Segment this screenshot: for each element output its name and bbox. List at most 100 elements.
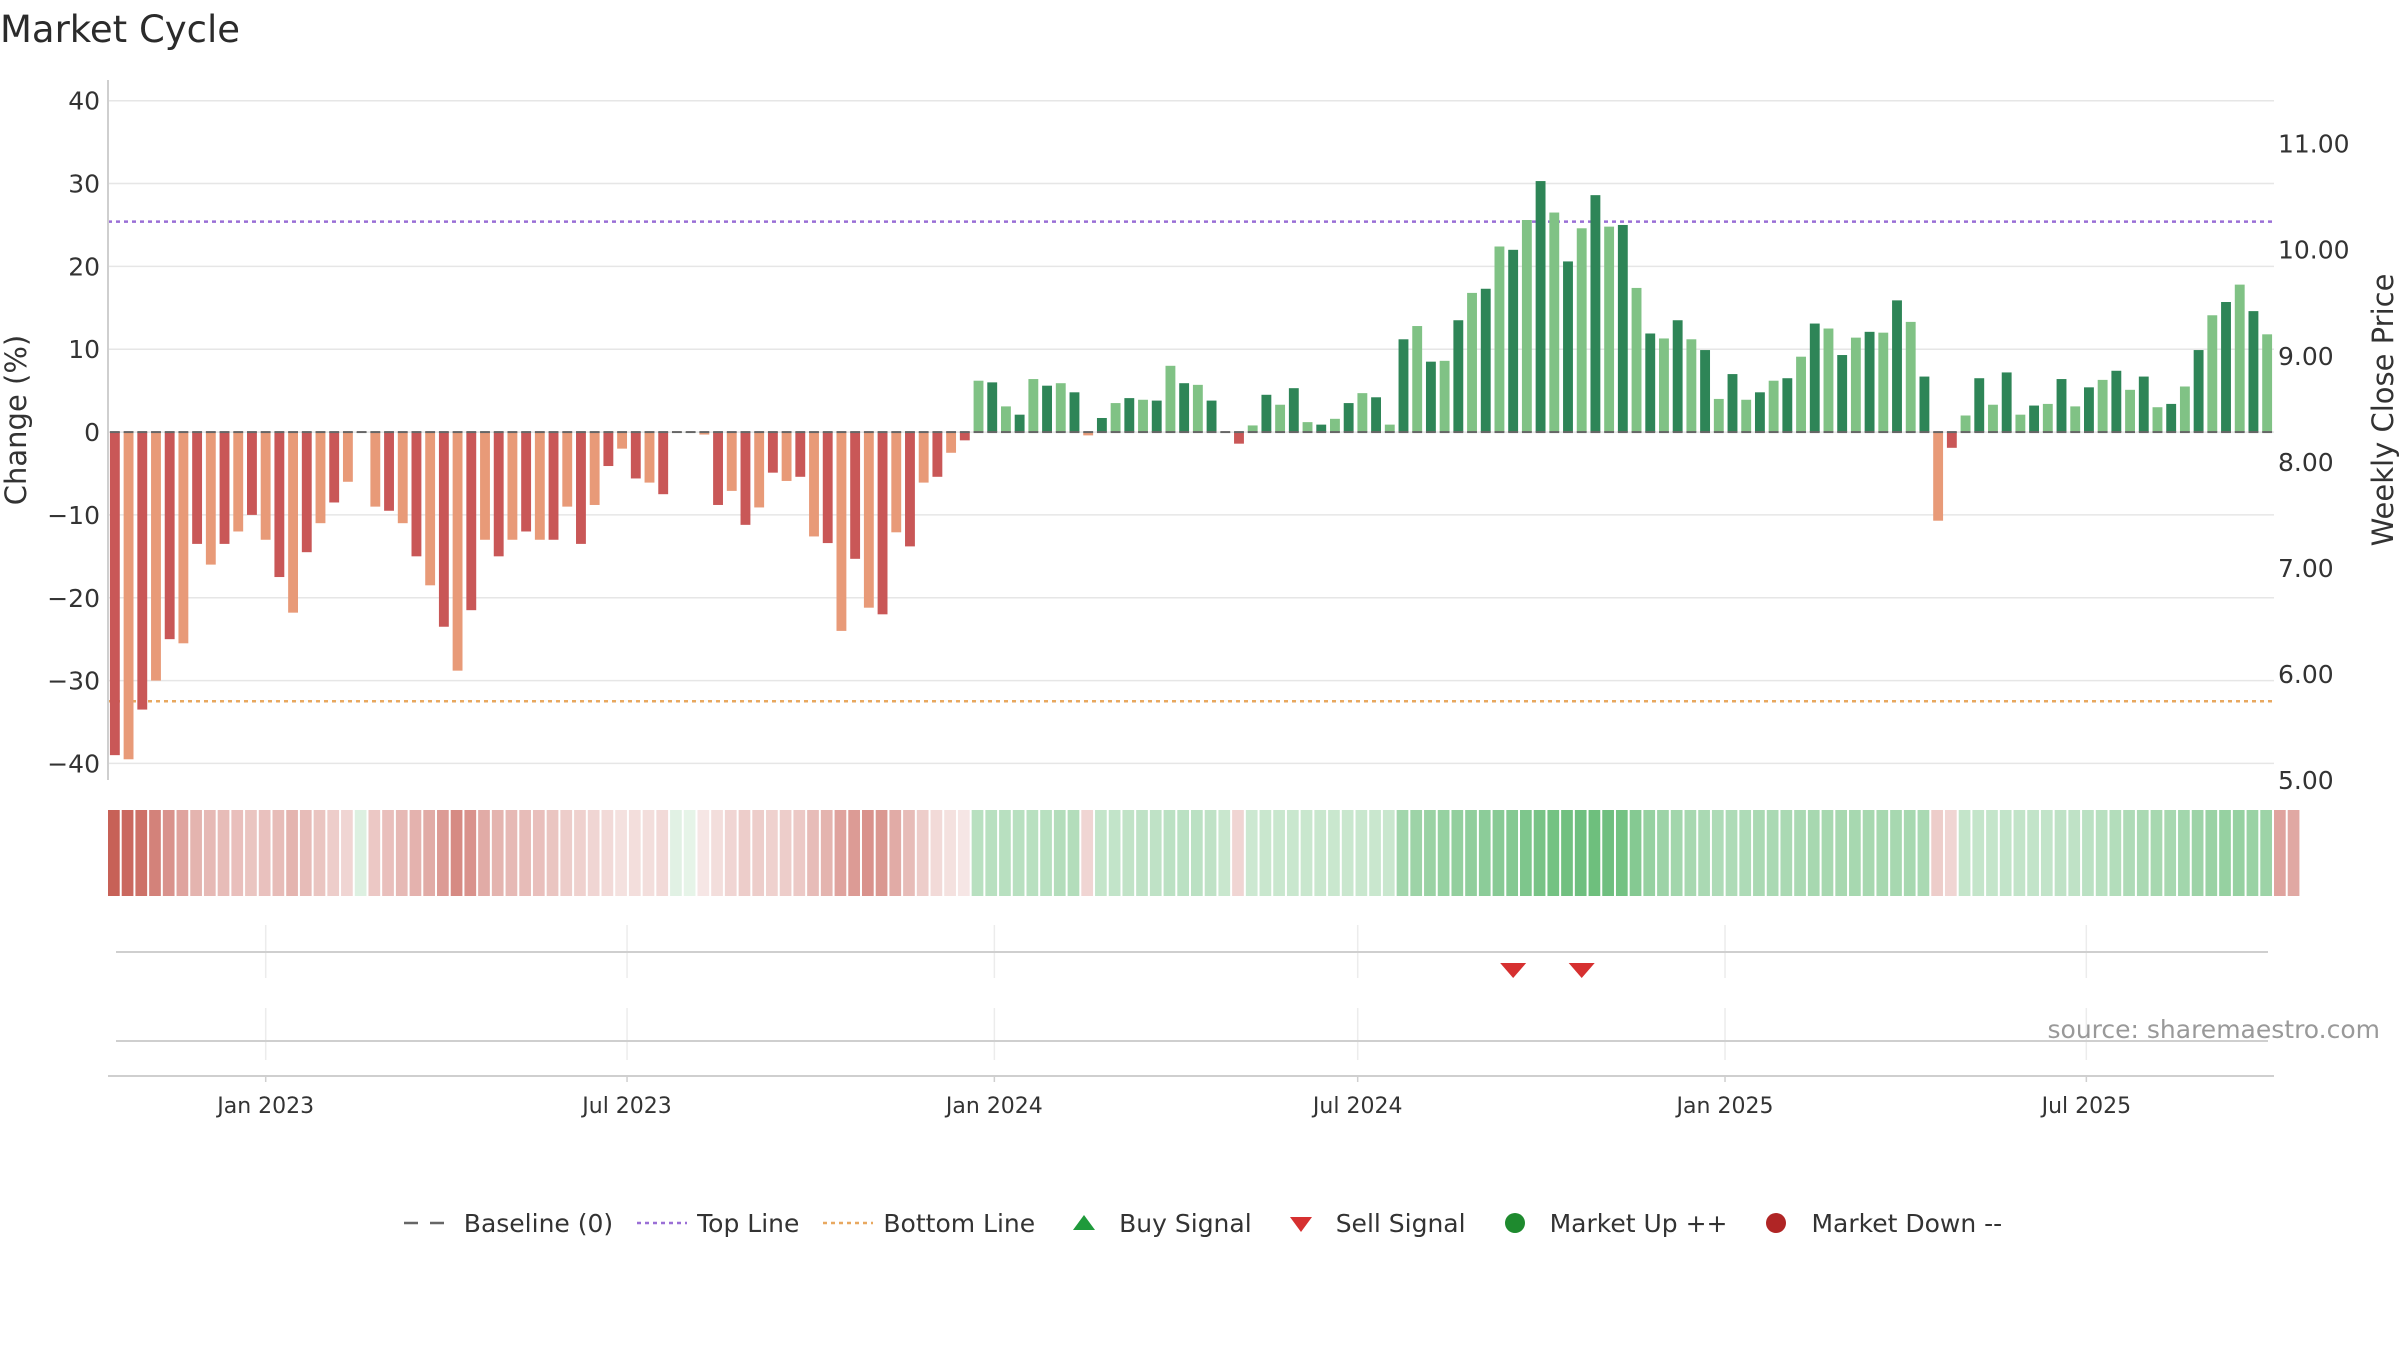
bar — [1892, 300, 1902, 433]
band-cell — [135, 810, 148, 896]
bar — [932, 432, 943, 477]
bar — [1138, 399, 1148, 433]
bar — [164, 432, 175, 640]
band-cell — [1122, 810, 1135, 896]
bar — [1192, 384, 1203, 433]
bar — [329, 432, 340, 503]
bar — [1247, 425, 1258, 433]
band-cell — [1314, 810, 1327, 896]
bar — [247, 432, 257, 515]
legend-item-sell-signal[interactable]: Sell Signal — [1270, 1208, 1466, 1238]
bar — [740, 432, 751, 525]
bar — [699, 432, 710, 435]
legend-item-baseline[interactable]: Baseline (0) — [398, 1208, 613, 1238]
bar — [493, 432, 504, 557]
x-tick-label: Jul 2024 — [1311, 1094, 1403, 1119]
y2-tick-label: 8.00 — [2278, 448, 2334, 477]
bar — [1713, 398, 1724, 433]
y2-tick-label: 11.00 — [2278, 130, 2350, 159]
bar — [781, 432, 792, 481]
band-cell — [1547, 810, 1560, 896]
bar — [1521, 220, 1532, 433]
legend-item-bottom-line[interactable]: Bottom Line — [817, 1208, 1035, 1238]
dotted-line-icon — [817, 1208, 879, 1238]
band-cell — [1300, 810, 1313, 896]
bar — [178, 432, 189, 644]
band-cell — [1917, 810, 1930, 896]
bar — [576, 432, 586, 544]
bar — [1672, 320, 1683, 433]
bar — [288, 432, 298, 613]
bar — [918, 432, 929, 483]
bar — [1974, 378, 1985, 433]
bar — [411, 432, 422, 557]
legend-item-buy-signal[interactable]: Buy Signal — [1053, 1208, 1252, 1238]
signal-panel — [116, 951, 2268, 1042]
bar — [630, 432, 641, 479]
band-cell — [1245, 810, 1258, 896]
legend-label: Sell Signal — [1335, 1208, 1466, 1238]
band-cell — [1218, 810, 1231, 896]
band-cell — [2109, 810, 2122, 896]
band-cell — [1629, 810, 1642, 896]
y2-axis-ticks: 11.00 10.00 9.00 8.00 7.00 6.00 5.00 — [2278, 130, 2350, 795]
bar — [2084, 387, 2094, 433]
band-cell — [437, 810, 449, 896]
band-cell — [176, 810, 189, 896]
band-cell — [574, 810, 586, 896]
bar — [850, 432, 861, 559]
bar — [2262, 334, 2273, 433]
bar — [1576, 228, 1587, 433]
bar — [987, 382, 998, 433]
band-cell — [957, 810, 970, 896]
band-cell — [2123, 810, 2135, 896]
band-cell — [1862, 810, 1875, 896]
sell-signal-marker — [1568, 963, 1595, 978]
bar — [1124, 398, 1135, 433]
legend-label: Market Up ++ — [1549, 1208, 1728, 1238]
band-cell — [1588, 810, 1601, 896]
legend-item-market-down[interactable]: Market Down -- — [1745, 1208, 2002, 1238]
band-cell — [670, 810, 682, 896]
bar — [1823, 328, 1834, 433]
band-cell — [1999, 810, 2012, 896]
bar — [548, 432, 559, 540]
legend-item-market-up[interactable]: Market Up ++ — [1484, 1208, 1728, 1238]
band-cell — [2027, 810, 2039, 896]
band-cell — [1561, 810, 1573, 896]
bar — [2152, 407, 2163, 433]
band-cell — [423, 810, 436, 896]
band-cell — [2054, 810, 2067, 896]
bar — [1261, 394, 1272, 433]
bar — [109, 432, 120, 756]
band-cell — [1670, 810, 1683, 896]
y-tick-label: 30 — [68, 170, 100, 199]
bar — [795, 432, 806, 477]
band-cell — [1903, 810, 1916, 896]
bar — [1700, 350, 1711, 433]
band-cell — [2219, 810, 2231, 896]
band-cell — [1986, 810, 1998, 896]
bar — [1933, 432, 1944, 521]
band-cell — [2260, 810, 2272, 896]
y-tick-label: −10 — [47, 501, 100, 530]
y-tick-label: 10 — [68, 335, 100, 364]
bar — [1234, 432, 1244, 444]
bar — [767, 432, 778, 473]
band-cell — [766, 810, 778, 896]
y-tick-label: 0 — [84, 418, 100, 447]
bar — [1165, 365, 1176, 433]
legend-item-top-line[interactable]: Top Line — [631, 1208, 799, 1238]
band-cell — [2040, 810, 2053, 896]
bar — [2166, 403, 2177, 433]
bar — [1330, 418, 1340, 433]
bar — [1453, 320, 1464, 433]
bar — [877, 432, 888, 615]
bar — [1563, 261, 1573, 433]
band-cell — [1177, 810, 1189, 896]
bar — [1179, 383, 1190, 433]
bar — [1590, 195, 1601, 433]
band-cell — [2191, 810, 2204, 896]
band-cell — [1876, 810, 1889, 896]
band-cell — [1410, 810, 1423, 896]
